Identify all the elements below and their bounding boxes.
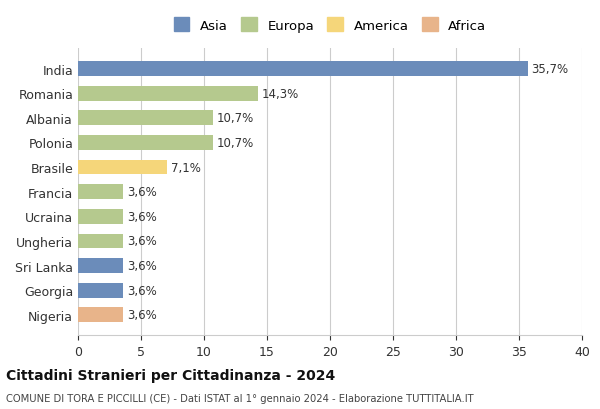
Text: 3,6%: 3,6% <box>127 210 157 223</box>
Text: 7,1%: 7,1% <box>171 161 201 174</box>
Text: 3,6%: 3,6% <box>127 235 157 248</box>
Text: 3,6%: 3,6% <box>127 308 157 321</box>
Bar <box>78 111 213 126</box>
Bar <box>78 87 258 101</box>
Legend: Asia, Europa, America, Africa: Asia, Europa, America, Africa <box>173 18 487 33</box>
Text: 35,7%: 35,7% <box>532 63 569 76</box>
Bar <box>78 283 124 298</box>
Bar <box>78 160 167 175</box>
Bar <box>78 136 213 151</box>
Text: COMUNE DI TORA E PICCILLI (CE) - Dati ISTAT al 1° gennaio 2024 - Elaborazione TU: COMUNE DI TORA E PICCILLI (CE) - Dati IS… <box>6 393 473 402</box>
Text: 10,7%: 10,7% <box>217 137 254 150</box>
Text: 10,7%: 10,7% <box>217 112 254 125</box>
Bar <box>78 234 124 249</box>
Bar <box>78 258 124 273</box>
Bar <box>78 209 124 224</box>
Bar <box>78 62 528 77</box>
Text: Cittadini Stranieri per Cittadinanza - 2024: Cittadini Stranieri per Cittadinanza - 2… <box>6 368 335 382</box>
Text: 3,6%: 3,6% <box>127 186 157 199</box>
Text: 3,6%: 3,6% <box>127 259 157 272</box>
Bar <box>78 185 124 200</box>
Bar <box>78 308 124 322</box>
Text: 3,6%: 3,6% <box>127 284 157 297</box>
Text: 14,3%: 14,3% <box>262 88 299 101</box>
